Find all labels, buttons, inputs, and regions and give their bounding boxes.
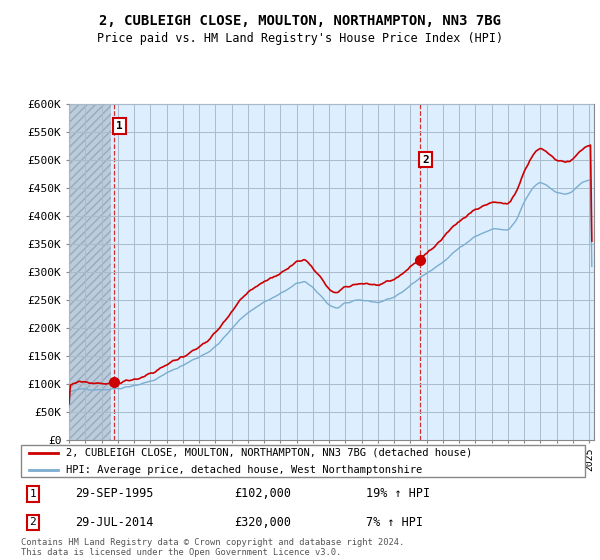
Text: 2: 2 (29, 517, 36, 528)
Text: 1: 1 (116, 121, 123, 131)
Text: 29-SEP-1995: 29-SEP-1995 (75, 487, 154, 500)
Text: 2: 2 (422, 155, 429, 165)
Text: HPI: Average price, detached house, West Northamptonshire: HPI: Average price, detached house, West… (67, 465, 422, 475)
Text: 2, CUBLEIGH CLOSE, MOULTON, NORTHAMPTON, NN3 7BG (detached house): 2, CUBLEIGH CLOSE, MOULTON, NORTHAMPTON,… (67, 447, 473, 458)
Text: £102,000: £102,000 (235, 487, 292, 500)
Text: 29-JUL-2014: 29-JUL-2014 (75, 516, 154, 529)
Bar (69, 92, 111, 440)
Text: 1: 1 (29, 489, 36, 499)
Text: 7% ↑ HPI: 7% ↑ HPI (366, 516, 422, 529)
FancyBboxPatch shape (21, 445, 585, 477)
Text: £320,000: £320,000 (235, 516, 292, 529)
Text: Contains HM Land Registry data © Crown copyright and database right 2024.
This d: Contains HM Land Registry data © Crown c… (21, 538, 404, 557)
Text: Price paid vs. HM Land Registry's House Price Index (HPI): Price paid vs. HM Land Registry's House … (97, 32, 503, 45)
Text: 19% ↑ HPI: 19% ↑ HPI (366, 487, 430, 500)
Text: 2, CUBLEIGH CLOSE, MOULTON, NORTHAMPTON, NN3 7BG: 2, CUBLEIGH CLOSE, MOULTON, NORTHAMPTON,… (99, 14, 501, 28)
